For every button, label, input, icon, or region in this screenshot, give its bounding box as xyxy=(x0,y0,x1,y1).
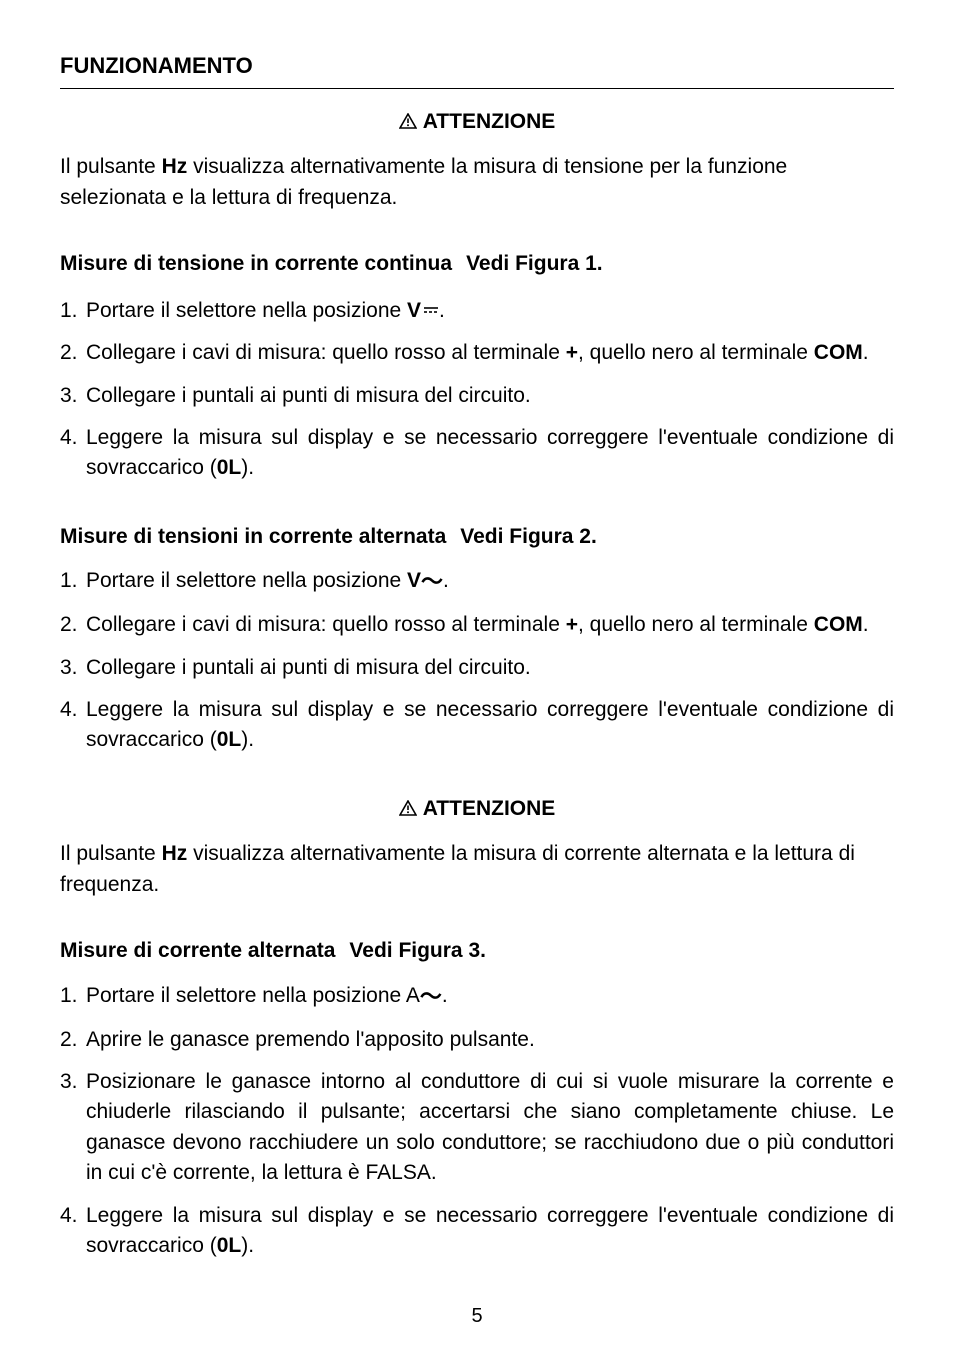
warning-label: ATTENZIONE xyxy=(423,110,556,133)
section-2-title: Misure di tensioni in corrente alternata… xyxy=(60,522,894,552)
list-item: 3.Collegare i puntali ai punti di misura… xyxy=(60,381,894,411)
page-title: FUNZIONAMENTO xyxy=(60,50,894,89)
warning-heading-1: ATTENZIONE xyxy=(60,107,894,138)
warning-icon xyxy=(399,108,417,138)
section-3-steps: 1.Portare il selettore nella posizione A… xyxy=(60,981,894,1262)
warning-text-2: Il pulsante Hz visualizza alternativamen… xyxy=(60,839,894,900)
list-item: 3.Collegare i puntali ai punti di misura… xyxy=(60,653,894,683)
list-item: 4.Leggere la misura sul display e se nec… xyxy=(60,695,894,756)
section-1-title: Misure di tensione in corrente continuaV… xyxy=(60,249,894,279)
list-item: 1.Portare il selettore nella posizione V… xyxy=(60,294,894,326)
warning-text-1: Il pulsante Hz visualizza alternativamen… xyxy=(60,152,894,213)
ac-icon: 〜 xyxy=(420,981,442,1013)
dc-icon xyxy=(423,294,439,324)
list-item: 2.Collegare i cavi di misura: quello ros… xyxy=(60,338,894,368)
list-item: 3.Posizionare le ganasce intorno al cond… xyxy=(60,1067,894,1189)
list-item: 1.Portare il selettore nella posizione V… xyxy=(60,566,894,598)
section-1-steps: 1.Portare il selettore nella posizione V… xyxy=(60,294,894,484)
warning-icon xyxy=(399,795,417,825)
list-item: 4.Leggere la misura sul display e se nec… xyxy=(60,423,894,484)
section-2-steps: 1.Portare il selettore nella posizione V… xyxy=(60,566,894,756)
list-item: 2.Collegare i cavi di misura: quello ros… xyxy=(60,610,894,640)
warning-label: ATTENZIONE xyxy=(423,797,556,820)
list-item: 2.Aprire le ganasce premendo l'apposito … xyxy=(60,1025,894,1055)
page-number: 5 xyxy=(60,1302,894,1331)
warning-heading-2: ATTENZIONE xyxy=(60,794,894,825)
list-item: 4.Leggere la misura sul display e se nec… xyxy=(60,1201,894,1262)
section-3-title: Misure di corrente alternataVedi Figura … xyxy=(60,936,894,966)
ac-icon: 〜 xyxy=(421,566,443,598)
list-item: 1.Portare il selettore nella posizione A… xyxy=(60,981,894,1013)
